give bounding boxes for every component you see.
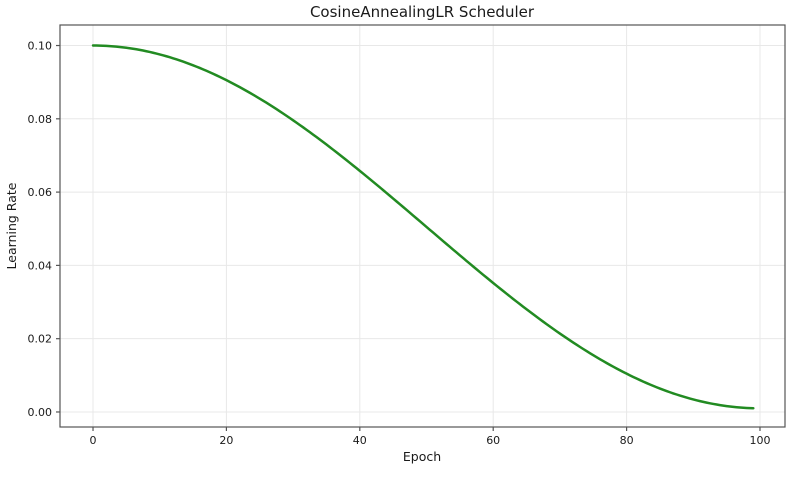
- x-tick-label: 80: [620, 434, 634, 447]
- y-axis-label: Learning Rate: [4, 182, 19, 269]
- y-tick-label: 0.04: [28, 259, 53, 272]
- axis-ticks: [56, 44, 761, 431]
- x-axis-label: Epoch: [403, 449, 441, 464]
- y-tick-label: 0.06: [28, 186, 53, 199]
- x-tick-label: 40: [353, 434, 367, 447]
- plot-border: [59, 24, 786, 428]
- x-tick-label: 100: [749, 434, 770, 447]
- x-tick-label: 0: [90, 434, 97, 447]
- y-tick-label: 0.02: [28, 333, 53, 346]
- x-tick-label: 60: [486, 434, 500, 447]
- y-tick-label: 0.10: [28, 40, 53, 53]
- y-tick-label: 0.08: [28, 113, 53, 126]
- learning-rate-curve: [91, 44, 755, 410]
- y-tick-label: 0.00: [28, 406, 53, 419]
- chart-title: CosineAnnealingLR Scheduler: [310, 3, 535, 21]
- gridlines: [60, 25, 785, 427]
- x-tick-label: 20: [219, 434, 233, 447]
- tick-labels: 0 20 40 60 80 100 0.00 0.02 0.04 0.06 0.08 0.10: [28, 40, 771, 447]
